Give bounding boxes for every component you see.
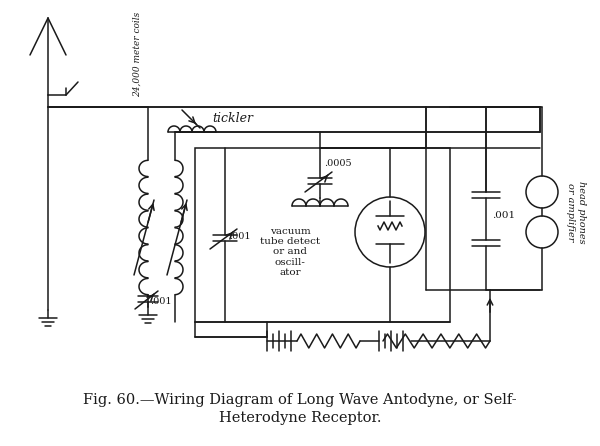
Bar	[195, 148, 450, 322]
Text: vacuum
tube detect
or and
oscill-
ator: vacuum tube detect or and oscill- ator	[260, 227, 320, 277]
Text: .001: .001	[492, 211, 515, 220]
Text: .001: .001	[229, 232, 251, 241]
Text: Heterodyne Receptor.: Heterodyne Receptor.	[219, 411, 381, 425]
Text: 24,000 meter coils: 24,000 meter coils	[133, 12, 142, 97]
Text: head phones
or amplifier: head phones or amplifier	[566, 181, 586, 244]
Text: .0005: .0005	[324, 159, 352, 168]
Text: tickler: tickler	[212, 112, 253, 125]
Text: Fig. 60.—Wiring Diagram of Long Wave Antodyne, or Self-: Fig. 60.—Wiring Diagram of Long Wave Ant…	[83, 393, 517, 407]
Text: .001: .001	[150, 297, 172, 306]
